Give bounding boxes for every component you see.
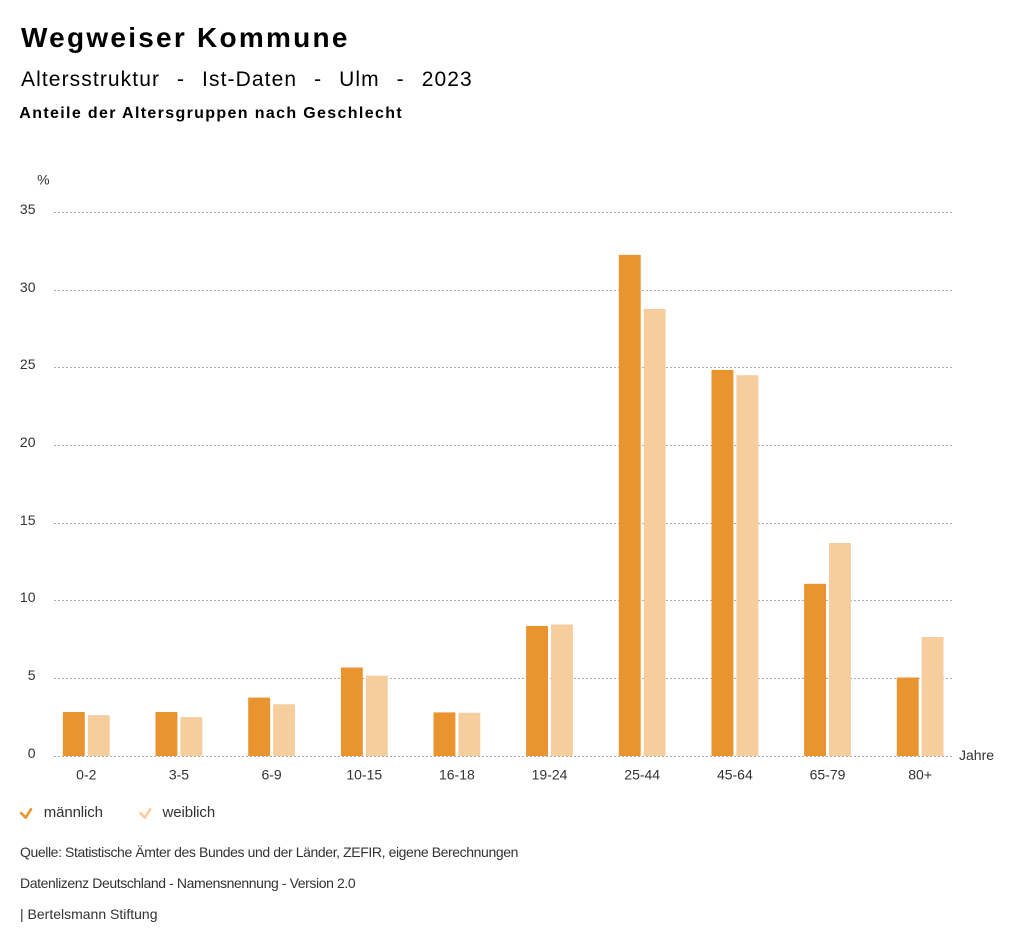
svg-text:5: 5 <box>28 667 36 683</box>
svg-text:65-79: 65-79 <box>810 767 846 783</box>
svg-text:20: 20 <box>20 434 36 450</box>
svg-text:0: 0 <box>28 745 36 761</box>
svg-text:25: 25 <box>20 356 36 372</box>
svg-text:45-64: 45-64 <box>717 767 753 783</box>
svg-text:6-9: 6-9 <box>261 767 281 783</box>
svg-text:Jahre: Jahre <box>959 747 994 763</box>
svg-text:15: 15 <box>20 512 36 528</box>
svg-text:10: 10 <box>20 589 36 605</box>
svg-text:19-24: 19-24 <box>532 767 568 783</box>
svg-text:10-15: 10-15 <box>346 767 382 783</box>
svg-text:25-44: 25-44 <box>624 767 660 783</box>
svg-text:30: 30 <box>20 279 36 295</box>
svg-text:16-18: 16-18 <box>439 767 475 783</box>
svg-text:35: 35 <box>20 201 36 217</box>
svg-text:80+: 80+ <box>908 767 932 783</box>
svg-text:3-5: 3-5 <box>169 767 189 783</box>
svg-text:0-2: 0-2 <box>76 767 96 783</box>
svg-text:%: % <box>37 172 49 188</box>
